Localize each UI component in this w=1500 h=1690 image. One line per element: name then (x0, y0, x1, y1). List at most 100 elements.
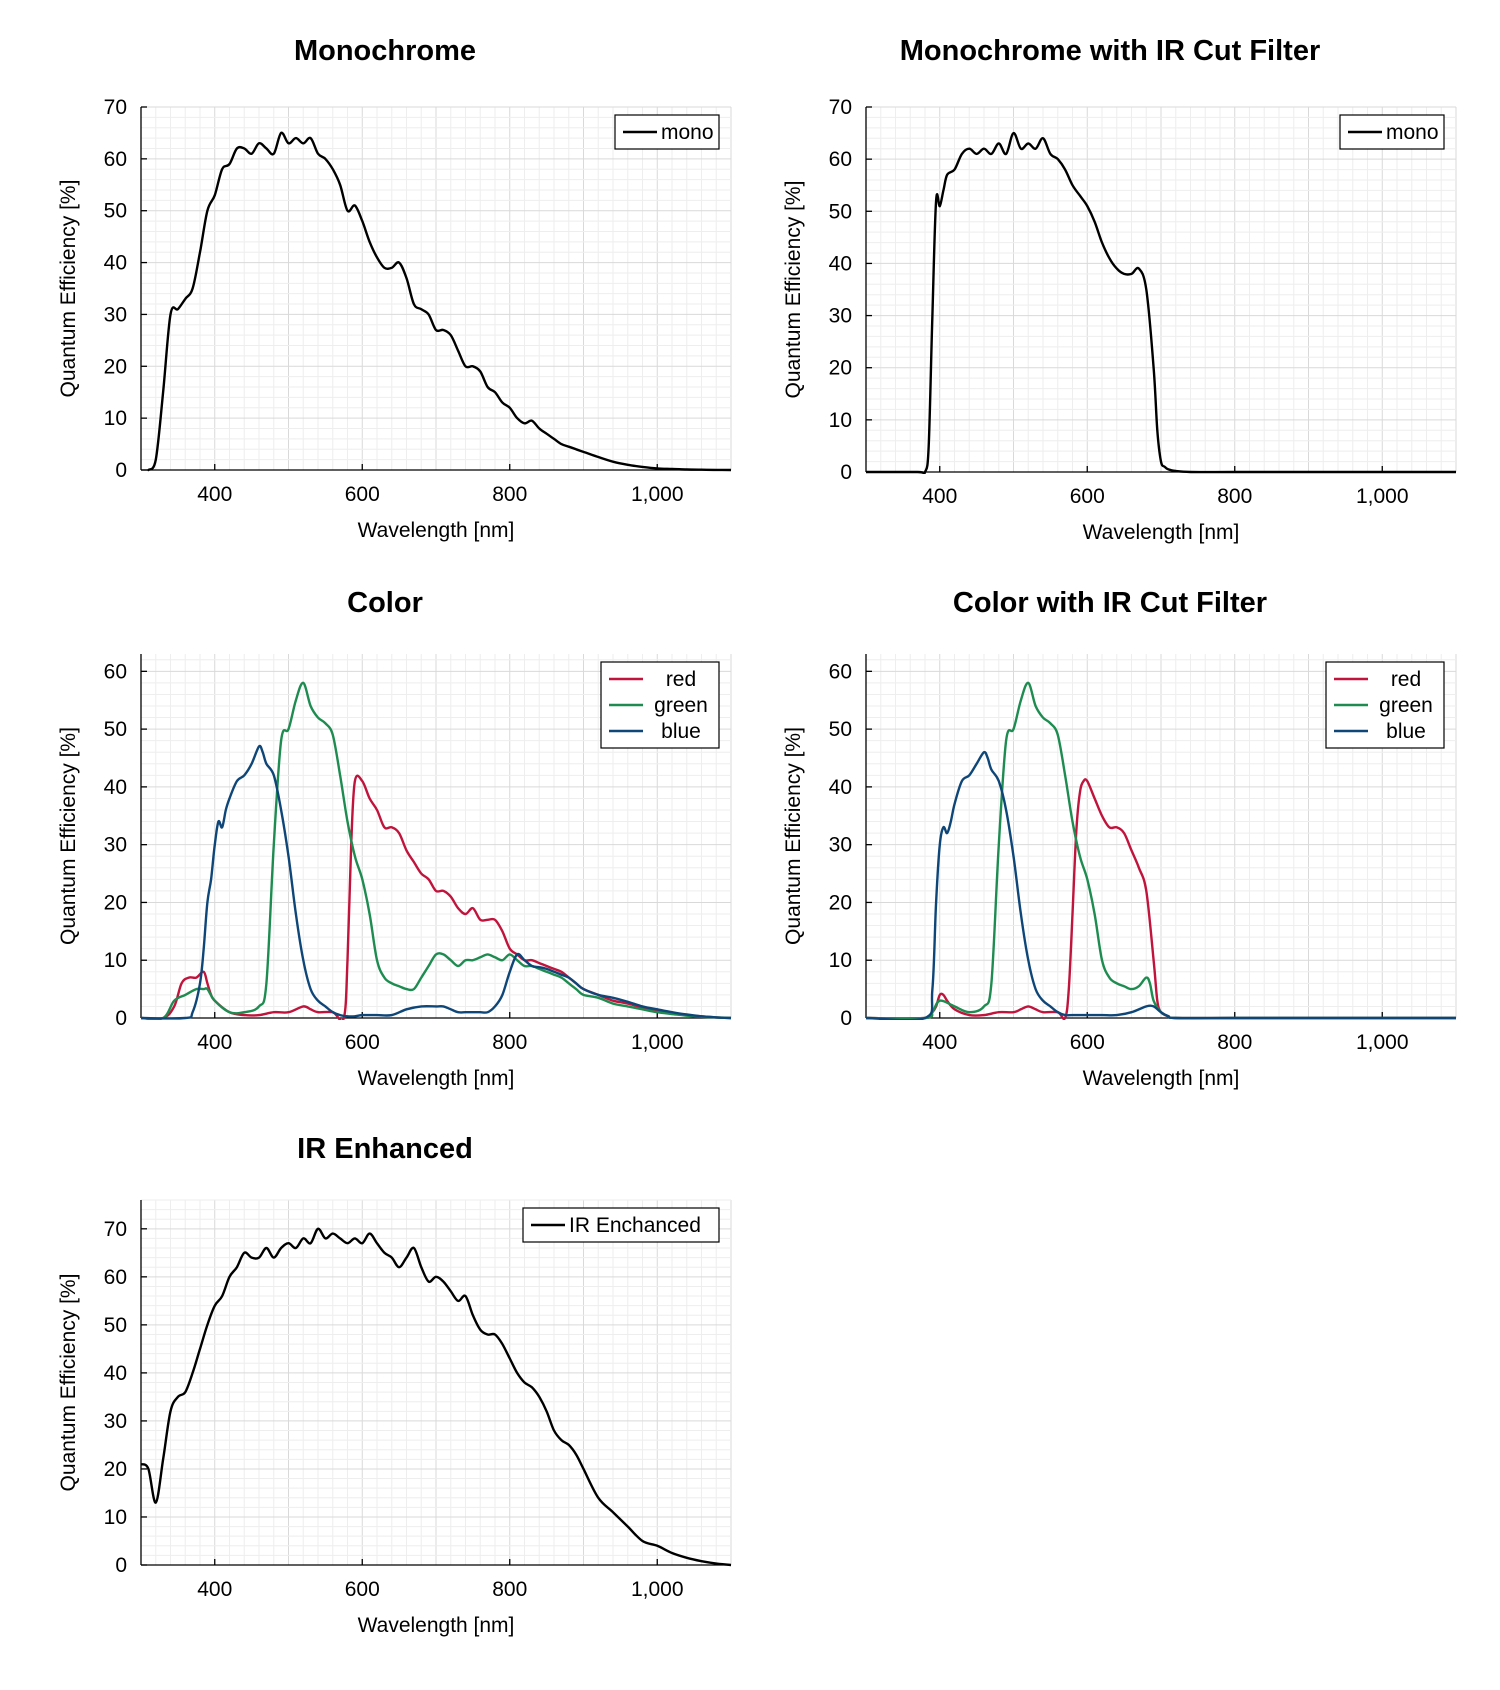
y-axis-label: Quantum Efficiency [%] (782, 181, 805, 399)
grid (140, 1199, 732, 1566)
grid (865, 106, 1457, 473)
x-tick-label: 1,000 (631, 1031, 684, 1054)
x-tick-label: 600 (345, 483, 380, 506)
y-tick-label: 30 (104, 1410, 127, 1433)
series-line-mono (866, 131, 1456, 474)
x-tick-label: 600 (345, 1031, 380, 1054)
y-tick-label: 20 (829, 891, 852, 914)
x-tick-label: 400 (922, 1031, 957, 1054)
x-axis-label: Wavelength [nm] (1083, 1067, 1240, 1090)
series-line-mono (147, 131, 731, 472)
y-tick-label: 0 (840, 461, 852, 484)
legend-label: green (1379, 694, 1433, 717)
legend-label: mono (1386, 121, 1439, 144)
y-tick-label: 0 (115, 459, 127, 482)
y-tick-label: 40 (829, 252, 852, 275)
y-tick-label: 40 (104, 1362, 127, 1385)
legend: mono (1339, 114, 1445, 150)
y-tick-label: 20 (104, 355, 127, 378)
y-tick-label: 70 (104, 96, 127, 119)
y-tick-label: 40 (104, 776, 127, 799)
legend-label: red (666, 668, 696, 691)
y-tick-label: 70 (104, 1218, 127, 1241)
y-tick-label: 60 (104, 1266, 127, 1289)
y-tick-label: 70 (829, 96, 852, 119)
grid (140, 654, 732, 1019)
y-tick-label: 50 (829, 200, 852, 223)
legend-label: mono (661, 121, 714, 144)
chart-panel-4: Color with IR Cut Filter 400 600 800 1,000 0 1… (782, 587, 1457, 1090)
chart-title: IR Enhanced (297, 1133, 473, 1165)
series-line-blue (866, 750, 1456, 1020)
y-tick-label: 0 (115, 1007, 127, 1030)
y-tick-label: 10 (104, 1506, 127, 1529)
x-tick-label: 600 (1070, 485, 1105, 508)
x-tick-label: 400 (197, 483, 232, 506)
legend: red green blue (600, 661, 720, 749)
legend-label: blue (1386, 720, 1426, 743)
legend-label: IR Enchanced (569, 1214, 701, 1237)
y-tick-label: 30 (829, 305, 852, 328)
y-tick-label: 60 (104, 660, 127, 683)
legend-label: green (654, 694, 708, 717)
y-tick-label: 50 (104, 1314, 127, 1337)
grid (140, 106, 732, 471)
y-tick-label: 50 (829, 718, 852, 741)
y-tick-label: 20 (829, 357, 852, 380)
x-axis-label: Wavelength [nm] (1083, 521, 1240, 544)
x-tick-label: 400 (197, 1031, 232, 1054)
series-line-ir-enchanced (141, 1227, 731, 1567)
x-tick-label: 600 (345, 1578, 380, 1601)
x-tick-label: 1,000 (1356, 485, 1409, 508)
x-tick-label: 400 (922, 485, 957, 508)
y-tick-label: 0 (115, 1554, 127, 1577)
y-tick-label: 30 (829, 834, 852, 857)
x-tick-label: 1,000 (631, 1578, 684, 1601)
y-tick-label: 10 (104, 407, 127, 430)
x-tick-label: 1,000 (631, 483, 684, 506)
legend-label: red (1391, 668, 1421, 691)
y-tick-label: 60 (829, 660, 852, 683)
x-axis-label: Wavelength [nm] (358, 519, 515, 542)
y-tick-label: 60 (829, 148, 852, 171)
y-tick-label: 40 (104, 252, 127, 275)
y-axis-label: Quantum Efficiency [%] (57, 727, 80, 945)
x-axis-label: Wavelength [nm] (358, 1067, 515, 1090)
x-tick-label: 800 (1217, 1031, 1252, 1054)
y-tick-label: 30 (104, 303, 127, 326)
x-tick-label: 600 (1070, 1031, 1105, 1054)
x-axis-label: Wavelength [nm] (358, 1614, 515, 1637)
legend: red green blue (1325, 661, 1445, 749)
y-axis-label: Quantum Efficiency [%] (782, 727, 805, 945)
chart-panel-5: IR Enhanced 400 600 800 1,000 0 10 20 30 40 50 60 70… (57, 1133, 732, 1637)
chart-title: Color with IR Cut Filter (953, 587, 1267, 619)
y-tick-label: 20 (104, 891, 127, 914)
y-tick-label: 10 (829, 949, 852, 972)
y-tick-label: 10 (104, 949, 127, 972)
series-line-blue (141, 744, 731, 1020)
x-tick-label: 800 (1217, 485, 1252, 508)
x-tick-label: 800 (492, 1578, 527, 1601)
y-tick-label: 10 (829, 409, 852, 432)
series-line-green (141, 681, 731, 1020)
y-tick-label: 60 (104, 148, 127, 171)
legend-label: blue (661, 720, 701, 743)
chart-panel-1: Monochrome 400 600 800 1,000 0 10 20 30 40 50 60 70 W… (57, 35, 732, 542)
y-tick-label: 50 (104, 718, 127, 741)
y-tick-label: 40 (829, 776, 852, 799)
y-tick-label: 0 (840, 1007, 852, 1030)
x-tick-label: 800 (492, 483, 527, 506)
x-tick-label: 800 (492, 1031, 527, 1054)
chart-panel-3: Color 400 600 800 1,000 0 10 20 30 40 50 60 Waveleng… (57, 587, 732, 1090)
y-tick-label: 20 (104, 1458, 127, 1481)
chart-title: Color (347, 587, 423, 619)
y-axis-label: Quantum Efficiency [%] (57, 180, 80, 398)
x-tick-label: 400 (197, 1578, 232, 1601)
y-axis-label: Quantum Efficiency [%] (57, 1274, 80, 1492)
y-tick-label: 50 (104, 200, 127, 223)
y-tick-label: 30 (104, 834, 127, 857)
legend: mono (614, 114, 720, 150)
chart-title: Monochrome with IR Cut Filter (900, 35, 1321, 67)
